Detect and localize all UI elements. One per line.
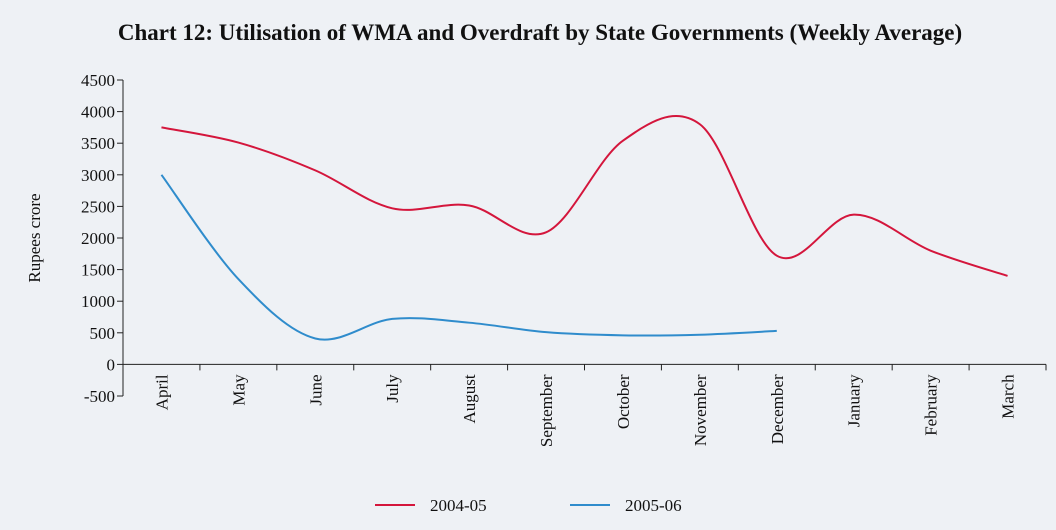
line-series — [161, 114, 1008, 277]
x-tick-label: October — [614, 374, 633, 429]
x-tick-label: February — [922, 374, 941, 436]
x-tick-label: June — [306, 374, 325, 405]
y-tick-label: 3000 — [81, 166, 115, 185]
chart-title: Chart 12: Utilisation of WMA and Overdra… — [118, 20, 962, 45]
x-tick-label: September — [537, 374, 556, 447]
y-tick-label: 1000 — [81, 292, 115, 311]
x-tick-label: May — [229, 374, 248, 406]
y-axis-label: Rupees crore — [25, 193, 44, 282]
x-tick-label: July — [383, 374, 402, 403]
x-tick-label: November — [691, 374, 710, 446]
y-tick-label: 0 — [107, 355, 116, 374]
y-tick-label: 2000 — [81, 229, 115, 248]
line-series — [160, 174, 777, 341]
y-tick-label: 2500 — [81, 197, 115, 216]
x-tick-label: December — [768, 374, 787, 444]
y-tick-label: 4500 — [81, 71, 115, 90]
x-tick-label: August — [460, 374, 479, 423]
y-tick-label: 3500 — [81, 134, 115, 153]
y-tick-label: -500 — [84, 387, 115, 406]
x-tick-label: January — [845, 374, 864, 427]
legend-label: 2004-05 — [430, 496, 487, 515]
legend-label: 2005-06 — [625, 496, 682, 515]
y-tick-label: 500 — [90, 324, 116, 343]
y-tick-label: 4000 — [81, 103, 115, 122]
x-tick-label: April — [152, 374, 171, 410]
x-tick-label: March — [999, 374, 1018, 419]
y-tick-label: 1500 — [81, 261, 115, 280]
